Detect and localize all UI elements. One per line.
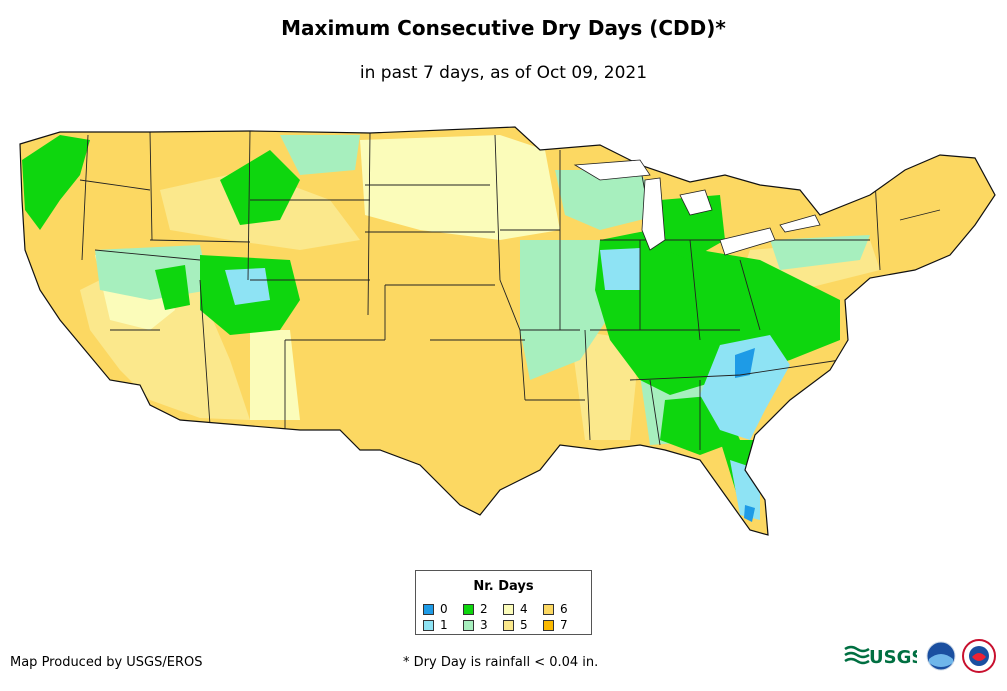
legend-item-4: 4 (503, 603, 528, 616)
legend-swatch (423, 604, 434, 615)
legend-label: 6 (560, 602, 568, 616)
legend-swatch (543, 604, 554, 615)
legend: Nr. Days 0 1 2 3 4 5 6 7 (415, 570, 592, 635)
legend-item-5: 5 (503, 619, 528, 632)
legend-item-1: 1 (423, 619, 448, 632)
dry-day-note: * Dry Day is rainfall < 0.04 in. (403, 655, 599, 670)
legend-swatch (543, 620, 554, 631)
legend-item-7: 7 (543, 619, 568, 632)
legend-label: 5 (520, 618, 528, 632)
legend-item-0: 0 (423, 603, 448, 616)
legend-item-6: 6 (543, 603, 568, 616)
map-subtitle: in past 7 days, as of Oct 09, 2021 (359, 63, 648, 83)
map-title: Maximum Consecutive Dry Days (CDD)* (281, 16, 726, 40)
legend-label: 3 (480, 618, 488, 632)
legend-swatch (503, 620, 514, 631)
legend-swatch (423, 620, 434, 631)
legend-label: 2 (480, 602, 488, 616)
legend-item-3: 3 (463, 619, 488, 632)
us-map (19, 126, 996, 536)
nws-logo (962, 639, 996, 673)
legend-swatch (463, 604, 474, 615)
usgs-logo: USGS (844, 645, 917, 668)
legend-title: Nr. Days (473, 579, 534, 594)
legend-label: 7 (560, 618, 568, 632)
legend-label: 4 (520, 602, 528, 616)
credit-text: Map Produced by USGS/EROS (10, 655, 203, 670)
legend-swatch (503, 604, 514, 615)
legend-label: 0 (440, 602, 448, 616)
svg-text:USGS: USGS (869, 647, 917, 668)
legend-label: 1 (440, 618, 448, 632)
noaa-logo (926, 641, 956, 671)
legend-item-2: 2 (463, 603, 488, 616)
legend-swatch (463, 620, 474, 631)
